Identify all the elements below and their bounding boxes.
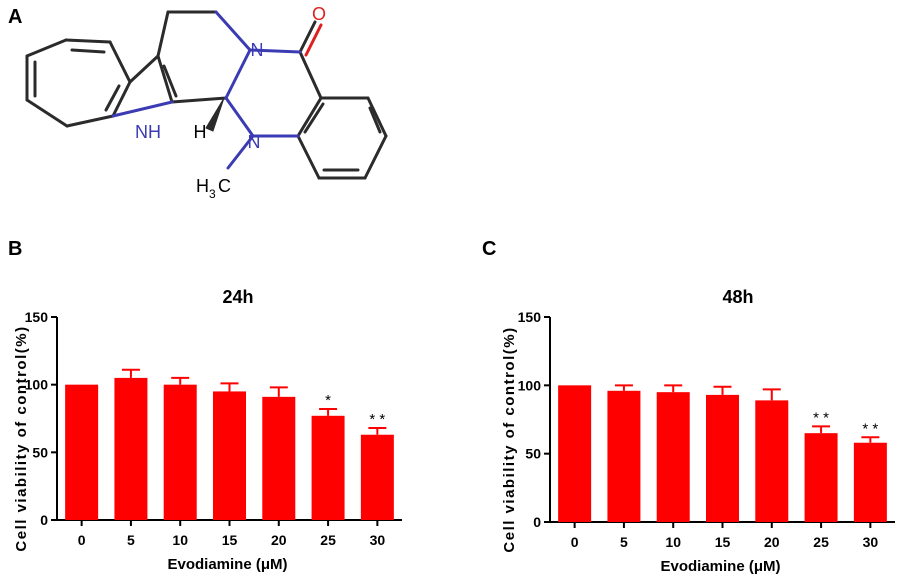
carbon-bond [25, 98, 69, 128]
y-axis-label: Cell viability of control(%) [13, 325, 30, 551]
bar [853, 442, 887, 522]
carbon-bond [363, 134, 388, 180]
x-tick-label: 15 [715, 534, 731, 550]
panel-letter-b: B [8, 238, 23, 260]
bar [163, 384, 197, 520]
carbon-bond [64, 38, 112, 44]
x-tick-label: 15 [222, 532, 238, 548]
methyl-label: H [196, 176, 209, 196]
bar [213, 391, 246, 520]
bar [607, 390, 641, 522]
molecule-nitrogen-bonds [111, 10, 302, 170]
panel-letter-c: C [482, 238, 497, 260]
significance-label: * [325, 392, 331, 409]
carbon-bond [366, 96, 388, 138]
y-tick-label: 150 [518, 309, 542, 325]
carbon-bond [108, 40, 132, 84]
oxygen-atom-label: O [312, 4, 326, 24]
chart-48h: 48h 0 50 100 150 0 5 10 15 20 * * 25 * * 30 Evodiamine… [501, 287, 895, 575]
bar [360, 434, 394, 520]
y-tick-label: 150 [25, 309, 49, 325]
x-axis-label: Evodiamine (μM) [660, 558, 780, 575]
y-tick-label: 100 [518, 377, 542, 393]
y-tick-label: 50 [525, 446, 541, 462]
y-tick-label: 0 [40, 512, 48, 528]
x-tick-label: 30 [370, 532, 386, 548]
x-tick-label: 25 [813, 534, 829, 550]
stereo-wedge-bond [205, 97, 225, 132]
x-tick-label: 0 [78, 532, 86, 548]
molecule-double-bonds [33, 20, 382, 172]
carbon-bond [25, 38, 68, 58]
bar [262, 396, 296, 520]
chart-24h: 24h 0 50 100 150 0 5 10 15 20 * 25 * * 30 Evodiamine (… [13, 287, 402, 573]
chart-title: 24h [222, 287, 253, 307]
amide-nitrogen-label: N [251, 40, 264, 60]
bar [558, 385, 592, 522]
aromatic-inner-bond [70, 48, 106, 54]
x-tick-label: 10 [665, 534, 681, 550]
carbon-bond [296, 134, 321, 180]
x-tick-label: 30 [863, 534, 879, 550]
x-tick-label: 0 [571, 534, 579, 550]
methyl-carbon-label: C [218, 176, 231, 196]
x-tick-label: 20 [764, 534, 780, 550]
nitrogen-bond [226, 134, 255, 170]
carbon-bond [156, 10, 170, 58]
carbon-bond [111, 80, 132, 118]
nitrogen-bond [224, 48, 252, 100]
methyl-nitrogen-label: N [248, 132, 261, 152]
bar [755, 400, 789, 522]
bar [656, 392, 690, 522]
x-tick-label: 5 [620, 534, 628, 550]
carbon-bond [156, 54, 174, 104]
bar [706, 394, 739, 522]
carbonyl-double-bond [298, 20, 317, 54]
y-tick-label: 50 [32, 444, 48, 460]
nitrogen-bond [111, 100, 174, 118]
carbonyl-carbon-bond [298, 50, 323, 100]
molecule-atom-labels: O N NH H N H 3 C [135, 4, 326, 201]
x-tick-label: 20 [271, 532, 287, 548]
y-tick-label: 100 [25, 377, 49, 393]
significance-label: * * [862, 420, 878, 437]
carbon-bond [170, 96, 228, 104]
carbonyl-oxygen-bond [304, 23, 323, 57]
molecule-bonds [25, 10, 388, 180]
x-tick-label: 5 [127, 532, 135, 548]
panel-letter-a: A [8, 6, 23, 28]
bar [311, 415, 345, 520]
x-tick-label: 10 [172, 532, 188, 548]
nitrogen-bond [214, 10, 252, 52]
indole-nh-label: NH [135, 122, 161, 142]
x-axis-label: Evodiamine (μM) [167, 556, 287, 573]
aromatic-inner-bond [303, 102, 325, 134]
evodiamine-structure [25, 10, 388, 180]
aromatic-inner-bond [104, 84, 121, 112]
carbon-bond [65, 114, 115, 128]
significance-label: * * [813, 409, 829, 426]
y-tick-label: 0 [533, 514, 541, 530]
nitrogen-bond [248, 48, 302, 54]
bar [114, 377, 148, 520]
aromatic-inner-bond [368, 106, 382, 134]
methyl-subscript: 3 [209, 187, 216, 201]
nitrogen-bond [224, 96, 255, 138]
bar [65, 384, 99, 520]
aromatic-inner-bond [162, 64, 178, 98]
y-axis-label: Cell viability of control(%) [501, 326, 518, 552]
hydrogen-atom-label: H [194, 122, 207, 142]
carbon-bond [128, 54, 160, 84]
bar [804, 433, 838, 522]
chart-title: 48h [722, 287, 753, 307]
x-tick-label: 25 [320, 532, 336, 548]
carbon-bond [296, 96, 323, 138]
significance-label: * * [369, 411, 385, 428]
